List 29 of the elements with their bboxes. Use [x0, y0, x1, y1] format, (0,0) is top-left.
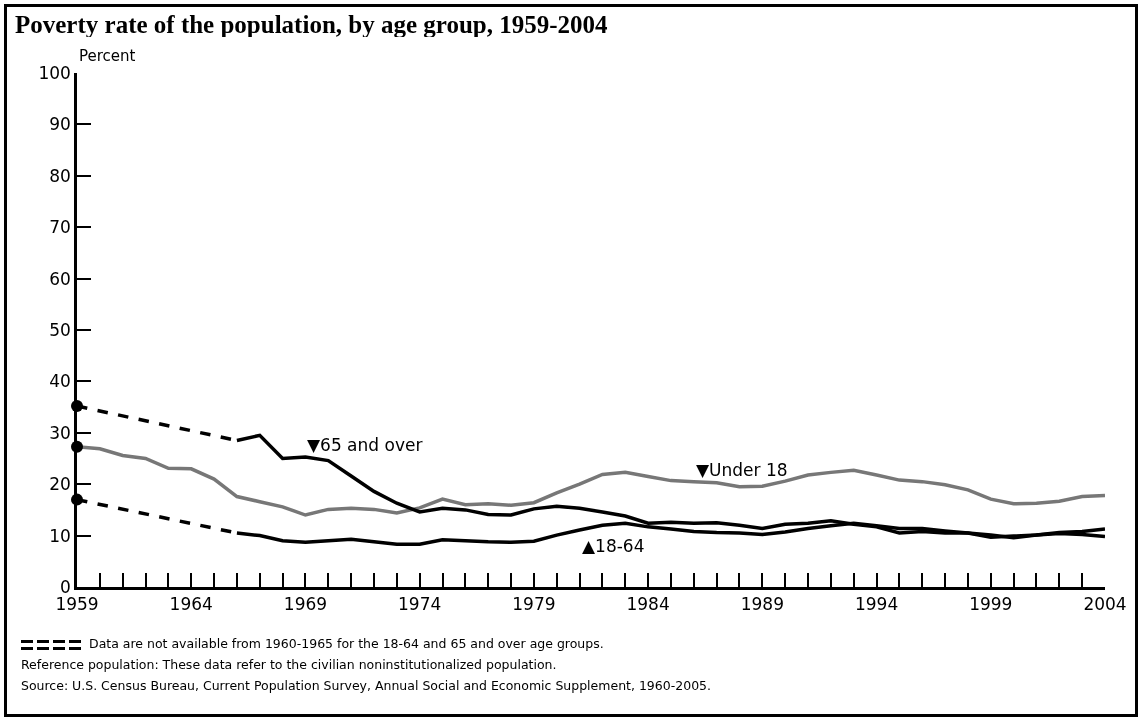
x-tick-label: 1974 — [398, 594, 442, 615]
annotation: ▼65 and over — [307, 435, 423, 455]
annotation: ▲18-64 — [582, 536, 645, 556]
y-tick-label: 50 — [49, 319, 71, 340]
x-tick-label: 1994 — [854, 594, 899, 615]
x-tick-label: 1989 — [740, 594, 784, 615]
x-tick-label: 1984 — [626, 594, 670, 615]
y-tick-label: 80 — [49, 165, 71, 186]
y-tick-label: 90 — [49, 114, 71, 135]
x-tick-label: 1999 — [969, 594, 1013, 615]
y-tick-label: 100 — [38, 62, 71, 83]
x-tick-label: 2004 — [1083, 594, 1127, 615]
x-tick-label: 1979 — [512, 594, 556, 615]
annotation: ▼Under 18 — [696, 460, 788, 480]
source-note: Source: U.S. Census Bureau, Current Population Survey, Annual Social and Economic Supplement, 1960-2005. — [21, 678, 712, 693]
chart-title: Poverty rate of the population, by age group, 1959-2004 — [15, 11, 608, 39]
text: Reference population: These data refer to the civilian noninstitutionalized population. — [21, 657, 557, 672]
x-tick-label: 1959 — [55, 594, 99, 615]
y-tick-label: 20 — [49, 474, 71, 495]
y-tick-label: 40 — [49, 371, 71, 392]
y-tick-label: 0 — [60, 576, 71, 597]
y-tick-label: 10 — [49, 525, 71, 546]
y-tick-label: 30 — [49, 422, 71, 443]
text: Data are not available from 1960-1965 for the 18-64 and 65 and over age groups. — [89, 636, 604, 651]
y-tick-label: 60 — [49, 268, 71, 289]
y-axis-title: Percent — [79, 47, 136, 65]
x-tick-label: 1964 — [169, 594, 213, 615]
x-tick-label: 1969 — [283, 594, 328, 615]
y-tick-label: 70 — [49, 217, 71, 238]
